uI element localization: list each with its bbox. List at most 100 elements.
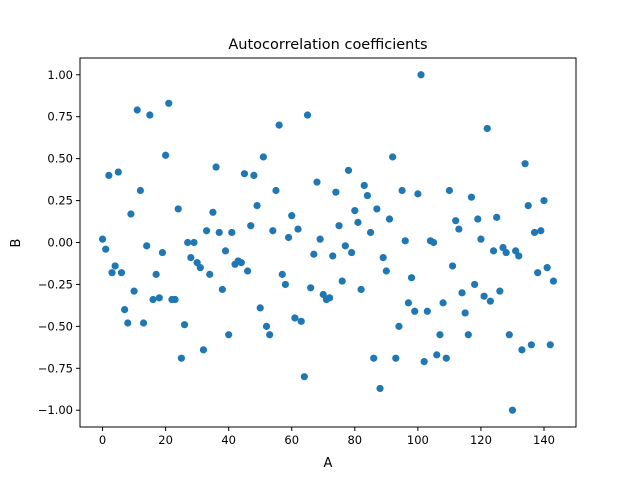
data-point: [489, 247, 498, 255]
data-point: [105, 171, 113, 180]
data-point: [165, 99, 173, 107]
data-point: [310, 250, 318, 258]
x-axis-label: A: [324, 456, 333, 471]
data-point: [212, 163, 220, 171]
data-point: [363, 191, 372, 200]
data-point: [385, 215, 394, 223]
data-point: [357, 285, 365, 294]
data-point: [366, 228, 375, 237]
data-point: [291, 314, 299, 322]
data-point: [486, 297, 494, 305]
data-point: [240, 170, 249, 178]
data-point: [546, 341, 554, 349]
x-tick-label: 120: [470, 433, 492, 447]
data-point: [370, 354, 378, 362]
data-point: [149, 295, 157, 304]
data-point: [300, 373, 308, 381]
data-point: [184, 238, 192, 247]
data-point: [549, 277, 558, 285]
data-point: [266, 331, 274, 339]
data-point: [530, 228, 539, 237]
y-tick-label: 1.00: [47, 68, 73, 82]
data-point: [376, 384, 384, 393]
data-point: [455, 225, 463, 233]
x-tick-label: 80: [347, 433, 362, 447]
data-point: [477, 235, 485, 243]
data-point: [325, 294, 334, 302]
data-point: [215, 228, 223, 237]
data-point: [228, 228, 236, 237]
data-point: [461, 309, 469, 317]
data-point: [250, 171, 258, 180]
data-point: [143, 242, 151, 250]
data-point: [518, 346, 526, 354]
data-point: [187, 254, 195, 262]
data-point: [313, 178, 321, 186]
data-point: [430, 238, 438, 247]
data-point: [411, 307, 419, 315]
data-point: [398, 186, 406, 195]
data-point: [445, 186, 453, 195]
data-point: [344, 166, 353, 174]
data-point: [284, 233, 293, 242]
data-point: [414, 190, 422, 198]
data-point: [515, 252, 523, 260]
data-point: [171, 295, 179, 304]
data-point: [436, 331, 444, 339]
data-point: [203, 227, 211, 235]
data-point: [108, 269, 116, 277]
data-point: [209, 208, 217, 216]
data-point: [433, 351, 441, 359]
x-tick-label: 140: [533, 433, 555, 447]
data-point: [458, 289, 466, 297]
data-point: [256, 304, 264, 312]
x-tick-label: 0: [99, 433, 106, 447]
data-point: [382, 267, 390, 275]
data-point: [389, 153, 397, 161]
data-point: [275, 121, 283, 129]
data-point: [218, 285, 226, 294]
data-point: [199, 346, 208, 354]
data-point: [281, 280, 290, 289]
data-point: [307, 284, 315, 292]
data-point: [152, 270, 160, 278]
data-point: [136, 186, 144, 195]
data-point: [158, 248, 167, 257]
data-point: [348, 248, 356, 257]
data-point: [524, 202, 532, 210]
data-point: [508, 406, 517, 414]
data-point: [439, 299, 447, 307]
data-point: [379, 254, 387, 262]
data-point: [496, 287, 504, 295]
y-axis-label: B: [9, 239, 24, 248]
data-point: [297, 317, 305, 325]
data-point: [338, 277, 346, 285]
data-point: [354, 218, 362, 226]
data-point: [493, 213, 501, 221]
data-point: [392, 354, 400, 362]
data-point: [502, 248, 510, 257]
chart-title: Autocorrelation coefficients: [228, 37, 427, 53]
x-tick-label: 20: [158, 433, 173, 447]
data-point: [329, 252, 337, 260]
data-point: [303, 111, 312, 119]
y-tick-label: 0.25: [47, 194, 73, 208]
data-point: [332, 188, 340, 196]
y-tick-label: −0.25: [38, 277, 73, 291]
data-point: [452, 217, 460, 225]
data-point: [373, 205, 381, 213]
plot-area-frame: [79, 57, 577, 428]
data-point: [420, 357, 428, 366]
data-point: [196, 264, 204, 272]
data-point: [505, 331, 513, 339]
data-point: [237, 259, 245, 267]
data-point: [401, 237, 409, 245]
data-point: [221, 247, 230, 255]
data-point: [543, 264, 551, 272]
y-tick-label: −0.75: [38, 361, 73, 375]
y-tick-label: 0.50: [47, 152, 73, 166]
data-point: [117, 269, 126, 277]
data-point: [464, 331, 472, 339]
data-point: [272, 186, 280, 195]
